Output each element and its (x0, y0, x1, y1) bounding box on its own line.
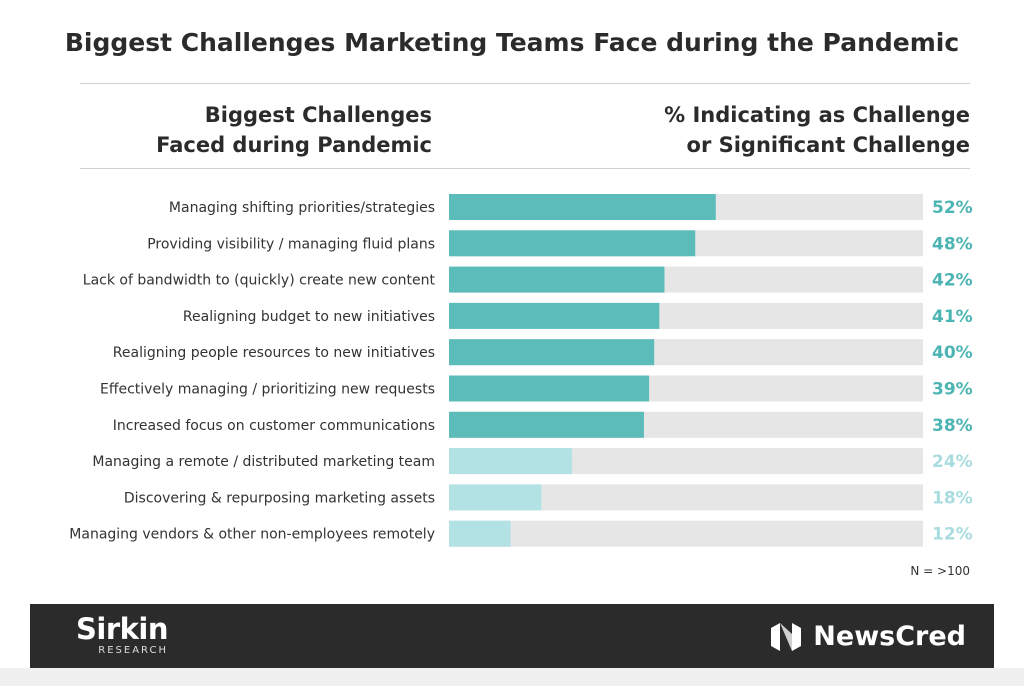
newscred-logo: NewsCred (769, 621, 966, 652)
left-header-line1: Biggest Challenges (204, 103, 432, 127)
right-header-line1: % Indicating as Challenge (664, 103, 970, 127)
bar (449, 448, 573, 475)
bar-track (449, 520, 923, 547)
bar (449, 411, 644, 438)
category-label: Providing visibility / managing fluid pl… (147, 236, 435, 252)
bar-chart: Managing shifting priorities/strategies 5… (69, 194, 973, 547)
category-label: Lack of bandwidth to (quickly) create ne… (83, 273, 436, 289)
value-label: 38% (932, 416, 973, 436)
header-divider (80, 168, 970, 169)
footer-bar: Sirkin RESEARCH NewsCred (30, 604, 994, 668)
category-label: Managing vendors & other non-employees r… (69, 527, 435, 543)
value-label: 52% (932, 198, 973, 218)
category-label: Managing a remote / distributed marketin… (92, 454, 435, 470)
bar (449, 339, 655, 366)
sirkin-logo-text: Sirkin (76, 612, 169, 646)
left-column-header: Biggest Challenges Faced during Pandemic (156, 100, 432, 160)
category-label: Realigning budget to new initiatives (183, 309, 435, 325)
newscred-logo-icon (771, 622, 802, 651)
bar (449, 520, 511, 547)
chart-title: Biggest Challenges Marketing Teams Face … (64, 28, 960, 57)
value-label: 39% (932, 380, 973, 400)
value-label: 12% (932, 525, 973, 545)
newscred-logo-text: NewsCred (813, 621, 966, 652)
value-label: 40% (932, 343, 973, 363)
sample-size-note: N = >100 (910, 564, 970, 578)
category-label: Discovering & repurposing marketing asse… (124, 490, 435, 506)
value-label: 41% (932, 307, 973, 327)
top-divider (80, 83, 970, 84)
value-label: 18% (932, 488, 973, 508)
bar (449, 375, 650, 402)
sirkin-logo-subtext: RESEARCH (98, 645, 169, 656)
bottom-strip (0, 668, 1024, 686)
category-label: Managing shifting priorities/strategies (169, 200, 435, 216)
category-label: Effectively managing / prioritizing new … (100, 382, 435, 398)
category-label: Increased focus on customer communicatio… (113, 418, 435, 434)
right-column-header: % Indicating as Challenge or Significant… (664, 100, 970, 160)
bar (449, 230, 696, 257)
left-header-line2: Faced during Pandemic (156, 133, 432, 157)
value-label: 24% (932, 452, 973, 472)
bar (449, 266, 665, 293)
category-label: Realigning people resources to new initi… (113, 345, 435, 361)
value-label: 48% (932, 234, 973, 254)
bar (449, 194, 716, 220)
sirkin-logo: Sirkin RESEARCH (76, 612, 169, 657)
right-header-line2: or Significant Challenge (686, 133, 970, 157)
value-label: 42% (932, 271, 973, 291)
bar (449, 484, 542, 511)
bar (449, 302, 660, 329)
